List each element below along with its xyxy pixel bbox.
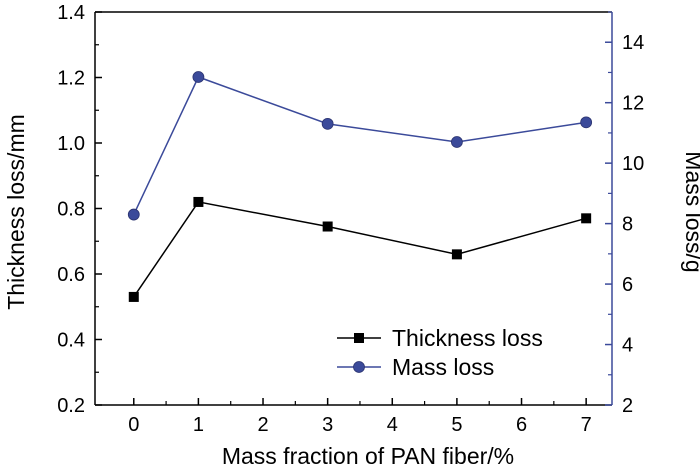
y-right-tick-label: 6 [622, 274, 633, 296]
x-tick-label: 0 [128, 414, 139, 436]
y-left-tick-label: 1.4 [57, 2, 85, 24]
thickness-loss-point [128, 291, 139, 302]
thickness-loss-point [581, 213, 592, 224]
mass-loss-point [321, 117, 334, 130]
x-tick-label: 1 [193, 414, 204, 436]
thickness-loss-point [322, 221, 333, 232]
thickness-loss-line [133, 201, 587, 298]
x-axis-title: Mass fraction of PAN fiber/% [222, 443, 514, 469]
y-left-axis-title: Thickness loss/mm [3, 114, 29, 310]
x-tick-label: 6 [516, 414, 527, 436]
legend-mass-loss-marker [353, 361, 365, 373]
y-right-tick-label: 2 [622, 395, 633, 417]
thickness-loss-point [193, 196, 204, 207]
mass-loss-point [450, 136, 463, 148]
y-right-tick-label: 8 [622, 214, 633, 236]
y-right-tick-label: 14 [622, 32, 644, 54]
x-tick-label: 7 [581, 414, 592, 436]
y-left-tick-label: 1.2 [57, 68, 85, 90]
y-right-tick-label: 10 [622, 153, 644, 175]
y-left-tick-label: 0.8 [57, 199, 85, 221]
legend: Thickness loss Mass loss [337, 325, 543, 380]
mass-loss-point [192, 71, 205, 83]
legend-thickness-loss-label: Thickness loss [392, 325, 543, 351]
thickness-loss-point [451, 249, 462, 260]
y-left-tick-label: 1.0 [57, 133, 85, 155]
series-layer [127, 71, 593, 302]
legend-thickness-loss-marker [354, 333, 364, 343]
legend-mass-loss-label: Mass loss [392, 354, 494, 380]
y-left-tick-label: 0.2 [57, 395, 85, 417]
mass-loss-line [133, 76, 587, 215]
y-right-axis-title: Mass loss/g [681, 151, 700, 272]
y-right-tick-label: 4 [622, 335, 633, 357]
mass-loss-point [127, 208, 140, 221]
y-left-tick-label: 0.6 [57, 264, 85, 286]
x-tick-label: 3 [322, 414, 333, 436]
x-tick-label: 5 [451, 414, 462, 436]
y-left-tick-label: 0.4 [57, 330, 85, 352]
x-tick-label: 4 [387, 414, 398, 436]
y-right-tick-label: 12 [622, 93, 644, 115]
mass-loss-point [580, 116, 593, 129]
x-tick-label: 2 [257, 414, 268, 436]
